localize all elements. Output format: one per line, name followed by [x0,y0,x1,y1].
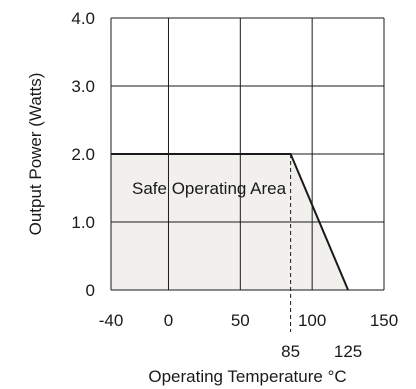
y-tick-label: 3.0 [71,77,95,96]
y-tick-label: 1.0 [71,213,95,232]
x-tick-label: 150 [370,311,398,330]
derating-curve [111,153,350,291]
y-tick-label: 0 [86,281,95,300]
x-tick-label: -40 [99,311,124,330]
x-extra-label: 85 [281,342,300,361]
x-tick-label: 50 [231,311,250,330]
x-tick-label: 0 [164,311,173,330]
y-tick-label: 2.0 [71,145,95,164]
x-extra-label: 125 [334,342,362,361]
safe-operating-area-label: Safe Operating Area [132,179,287,198]
x-tick-label: 100 [298,311,326,330]
x-axis-title: Operating Temperature °C [148,367,346,386]
y-axis-title: Output Power (Watts) [26,73,45,236]
y-tick-label: 4.0 [71,9,95,28]
